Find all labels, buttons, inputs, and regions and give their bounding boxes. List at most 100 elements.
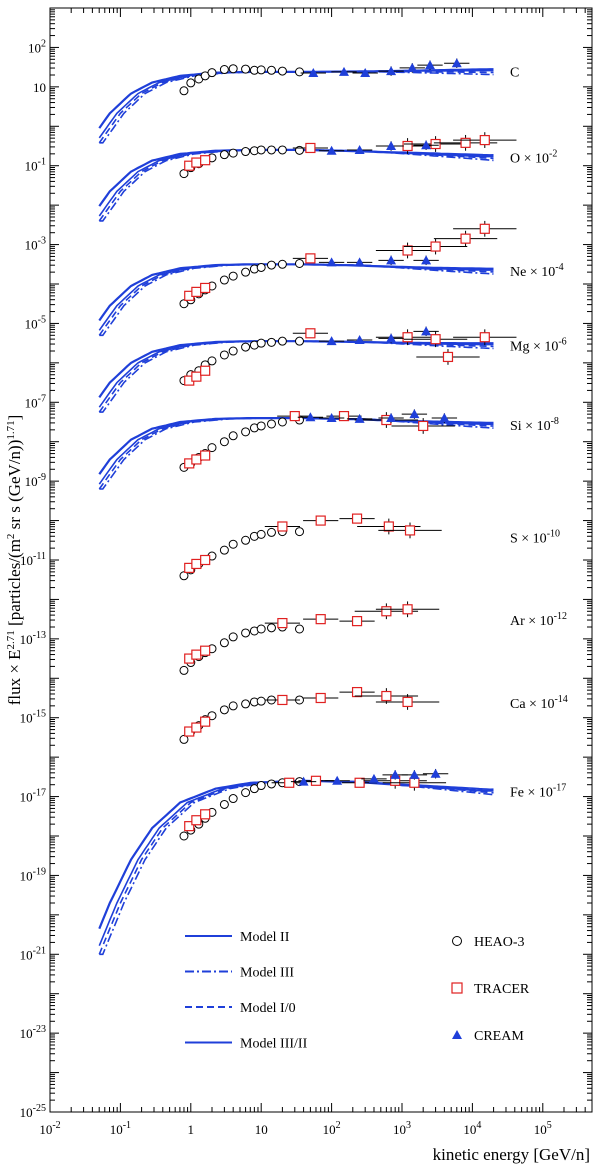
- heao3-point: [219, 705, 229, 715]
- tracer-point: [430, 241, 441, 252]
- model-curves: [98, 68, 494, 956]
- heao3-point: [241, 628, 251, 638]
- heao3-point: [266, 145, 276, 155]
- tracer-point: [430, 138, 441, 150]
- y-tick-label: 10-25: [20, 1103, 46, 1120]
- cream-point: [354, 334, 365, 344]
- tracer-point: [315, 692, 326, 704]
- element-label: Ne × 10-4: [510, 262, 564, 280]
- heao3-point: [219, 437, 229, 447]
- model-curve-4: [98, 779, 494, 947]
- y-tick-label: 10-5: [25, 314, 46, 331]
- x-tick-label: 1: [188, 1122, 195, 1137]
- model-curve-4: [98, 68, 494, 139]
- tracer-point: [289, 410, 300, 422]
- y-tick-label: 10-3: [25, 236, 46, 253]
- model-curve-2: [99, 779, 494, 956]
- heao3-point: [207, 443, 217, 453]
- heao3-point: [241, 699, 251, 709]
- element-label: Ca × 10-14: [510, 694, 568, 712]
- heao3-point: [228, 794, 238, 804]
- tracer-point: [305, 142, 316, 154]
- tracer-point: [200, 809, 211, 820]
- heao3-point: [219, 638, 229, 648]
- cream-point: [386, 141, 397, 150]
- heao3-point: [256, 624, 266, 634]
- legend-marker: [451, 982, 463, 994]
- legend-marker: [452, 936, 462, 946]
- heao3-point: [207, 68, 217, 78]
- model-curve-1: [98, 263, 494, 322]
- tracer-point: [479, 332, 490, 343]
- cream-point: [308, 68, 319, 78]
- tracer-point: [354, 777, 365, 788]
- model-curve-1: [98, 417, 494, 475]
- heao3-point: [179, 665, 189, 675]
- heao3-point: [256, 529, 266, 539]
- tracer-point: [191, 722, 202, 733]
- cream-point: [451, 58, 462, 68]
- heao3-point: [256, 262, 266, 272]
- heao3-point: [228, 64, 238, 74]
- tracer-point: [430, 334, 441, 345]
- axis-ticks: 10-2 10-1 1 10 102 103 104 105 102 10 10-1 10-3 10-5…: [20, 8, 593, 1137]
- tracer-point: [315, 614, 326, 625]
- y-tick-label: 10: [33, 80, 46, 95]
- legend: Model II Model III Model I/0 Model III/II HE…: [185, 930, 530, 1052]
- heao3-point: [179, 571, 189, 581]
- heao3-point: [179, 734, 189, 744]
- heao3-point: [277, 259, 287, 269]
- cream-point: [421, 255, 432, 265]
- legend-data-label: TRACER: [474, 982, 530, 997]
- cream-point: [326, 413, 337, 423]
- heao3-point: [241, 267, 251, 277]
- heao3-point: [241, 788, 251, 798]
- heao3-point: [266, 260, 276, 270]
- x-axis-label: kinetic energy [GeV/n]: [433, 1145, 590, 1164]
- heao3-point: [219, 65, 229, 75]
- heao3-point: [266, 337, 276, 347]
- tracer-point: [191, 157, 202, 168]
- cream-point: [354, 413, 365, 423]
- tracer-point: [315, 515, 326, 526]
- y-tick-label: 10-1: [25, 157, 46, 174]
- element-label: Ar × 10-12: [510, 611, 567, 629]
- tracer-point: [460, 233, 471, 244]
- heao3-point: [294, 336, 304, 346]
- heao3-point: [228, 346, 238, 356]
- tracer-point: [200, 282, 211, 294]
- y-axis-label: flux × E2.71 [particles/(m2 sr s (GeV/n)…: [5, 415, 24, 706]
- heao3-point: [241, 64, 251, 74]
- legend-model-label: Model III: [240, 966, 294, 981]
- cream-point: [430, 768, 441, 778]
- tracer-point: [402, 696, 413, 708]
- y-tick-label: 10-23: [20, 1024, 46, 1041]
- cream-point: [326, 257, 337, 267]
- cream-point: [407, 62, 418, 72]
- cream-point: [326, 336, 337, 346]
- x-tick-label: 104: [463, 1120, 481, 1137]
- tracer-point: [191, 815, 202, 826]
- tracer-point: [402, 245, 413, 256]
- cream-point: [354, 144, 365, 154]
- tracer-point: [277, 617, 288, 629]
- heao3-point: [228, 701, 238, 711]
- x-tick-label: 10: [255, 1122, 268, 1137]
- heao3-point: [294, 527, 304, 537]
- tracer-point: [409, 777, 420, 788]
- tracer-point: [338, 410, 350, 422]
- tracer-point: [191, 649, 202, 660]
- tracer-point: [404, 525, 416, 536]
- model-curve-1: [98, 340, 494, 399]
- tracer-point: [479, 134, 490, 146]
- tracer-point: [277, 521, 288, 532]
- tracer-point: [200, 450, 211, 461]
- tracer-point: [460, 137, 471, 148]
- heao3-point: [266, 527, 276, 537]
- cream-point: [305, 412, 316, 422]
- tracer-point: [200, 645, 211, 656]
- legend-data-label: CREAM: [474, 1029, 524, 1044]
- heao3-point: [256, 338, 266, 348]
- y-tick-label: 10-15: [20, 709, 46, 726]
- cream-point: [425, 60, 436, 70]
